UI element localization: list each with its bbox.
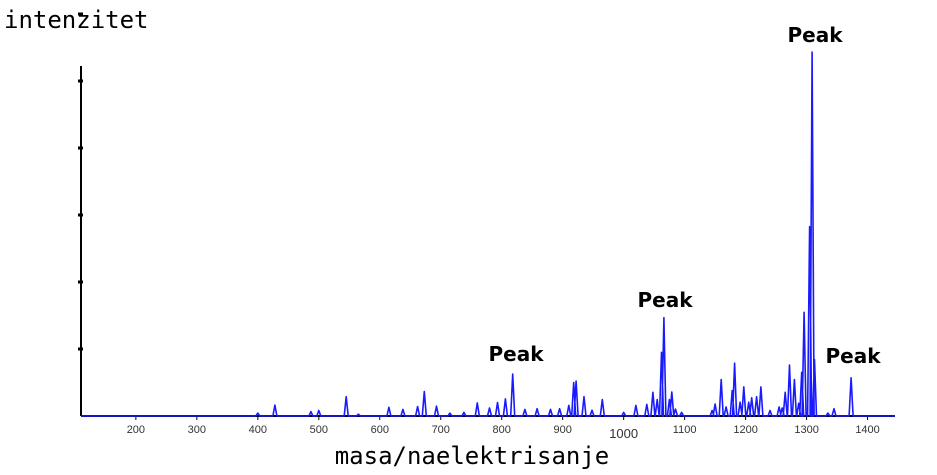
x-tick-label: 1100 xyxy=(673,424,697,436)
x-tick-label: 500 xyxy=(310,424,328,436)
x-tick-label: 800 xyxy=(493,424,511,436)
peak-label-main: Peak xyxy=(787,23,843,47)
x-tick-label: 900 xyxy=(554,424,572,436)
peak-label-1373: Peak xyxy=(825,344,881,368)
x-tick-label: 600 xyxy=(371,424,389,436)
x-axis-ticks: 200 300 400 500 600 700 800 900 1000 1100 1200 1300… xyxy=(127,416,880,441)
y-axis-label: intenzitet xyxy=(4,6,149,34)
x-tick-label: 1200 xyxy=(733,424,757,436)
x-axis-label: masa/naelektrisanje xyxy=(335,442,610,470)
peak-label-1066: Peak xyxy=(637,288,693,312)
spectrum-series xyxy=(81,51,895,417)
x-tick-label: 1000 xyxy=(609,426,638,441)
x-tick-label: 700 xyxy=(432,424,450,436)
x-tick-label: 400 xyxy=(249,424,267,436)
spectrum-line xyxy=(81,51,895,417)
x-tick-label: 300 xyxy=(188,424,206,436)
peak-label-818: Peak xyxy=(488,342,544,366)
y-axis-ticks xyxy=(78,12,83,351)
x-tick-label: 200 xyxy=(127,424,145,436)
x-tick-label: 1400 xyxy=(855,424,879,436)
x-tick-label: 1300 xyxy=(794,424,818,436)
